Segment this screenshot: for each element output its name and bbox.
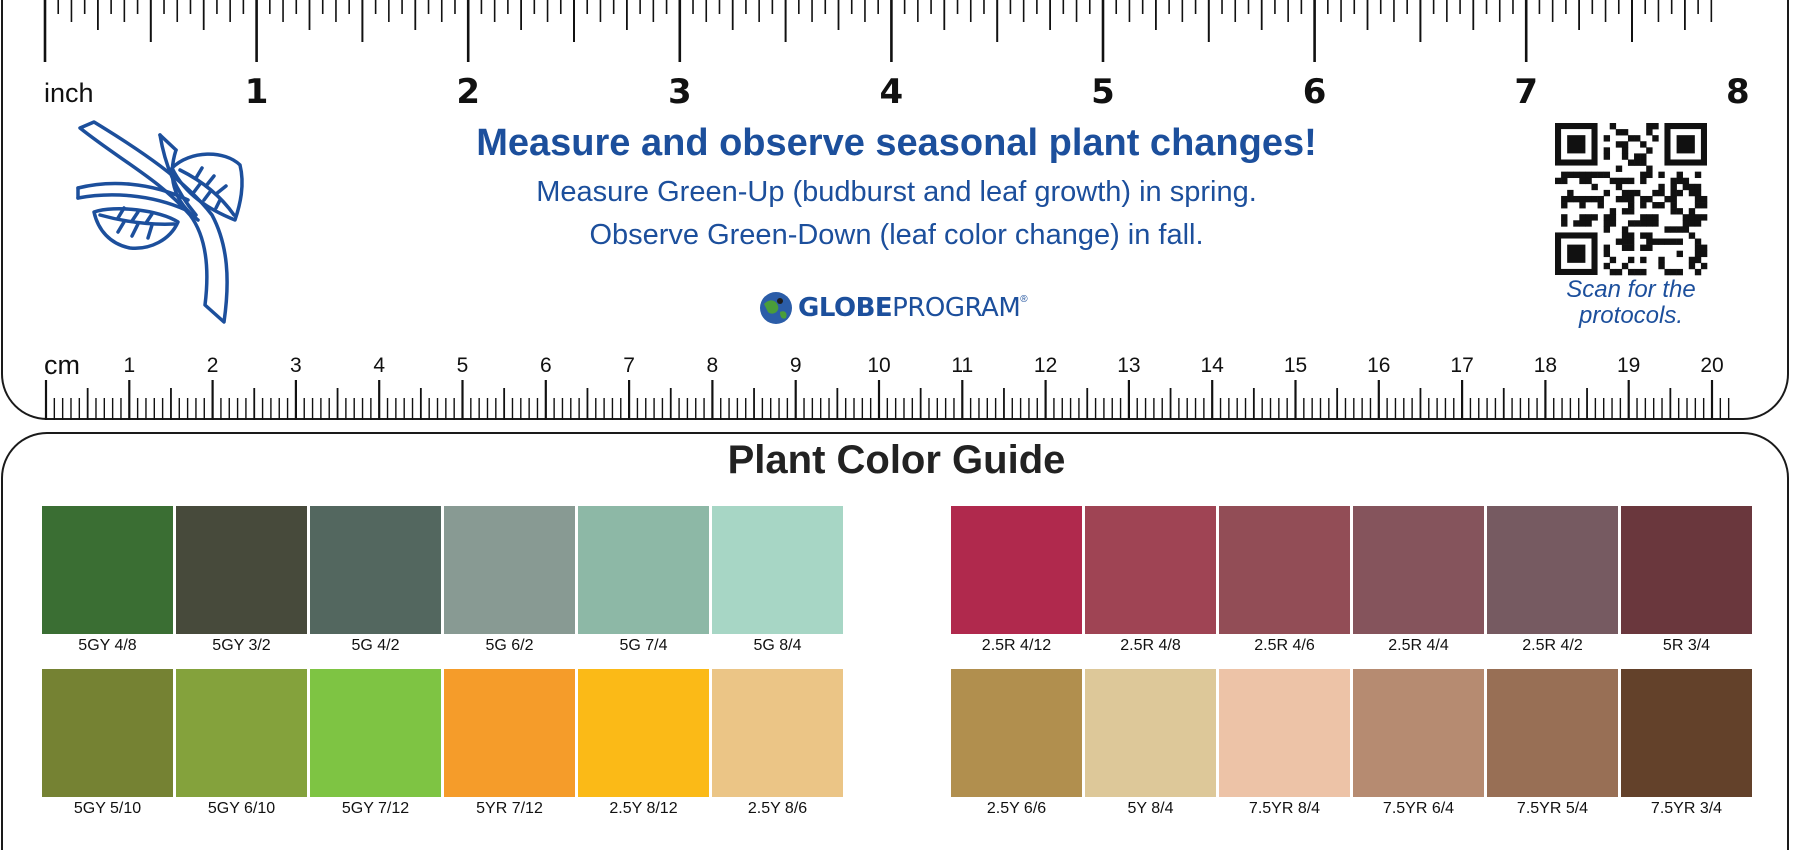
- color-swatch-label: 5R 3/4: [1662, 637, 1711, 654]
- cm-number: 5: [456, 354, 469, 377]
- color-swatch: [712, 506, 843, 634]
- color-swatch: [951, 669, 1082, 797]
- color-swatch: [712, 669, 843, 797]
- cm-number: 13: [1117, 354, 1141, 377]
- color-swatch: [310, 506, 441, 634]
- cm-number: 19: [1617, 354, 1641, 377]
- cm-number: 11: [951, 354, 974, 377]
- color-swatch: [1487, 506, 1618, 634]
- color-swatch-label: 7.5YR 3/4: [1650, 800, 1723, 817]
- color-swatch: [42, 669, 173, 797]
- headline-line-2: Observe Green-Down (leaf color change) i…: [589, 219, 1204, 251]
- color-swatch-label: 5G 7/4: [619, 637, 668, 654]
- globe-program-logo: GLOBE PROGRAM ®: [758, 290, 1028, 326]
- inch-number: 7: [1514, 72, 1539, 112]
- color-swatch-label: 5GY 7/12: [341, 800, 410, 817]
- color-swatch-label: 2.5Y 8/6: [747, 800, 808, 817]
- color-swatch-label: 7.5YR 6/4: [1382, 800, 1455, 817]
- qr-caption-line-2: protocols.: [1578, 302, 1684, 329]
- cm-number: 2: [206, 354, 219, 377]
- color-swatch-label: 5G 4/2: [351, 637, 400, 654]
- color-swatch: [1487, 669, 1618, 797]
- inch-unit-label: inch: [44, 78, 94, 108]
- color-swatch: [1085, 669, 1216, 797]
- color-guide-title: Plant Color Guide: [727, 438, 1066, 482]
- inch-number: 6: [1302, 72, 1327, 112]
- color-swatch: [1621, 669, 1752, 797]
- cm-number: 7: [623, 354, 635, 377]
- color-swatch: [444, 669, 575, 797]
- cm-number: 4: [373, 354, 386, 377]
- color-swatch-label: 5G 6/2: [485, 637, 534, 654]
- color-swatch: [42, 506, 173, 634]
- cm-number: 18: [1533, 354, 1558, 377]
- logo-text-bold: GLOBE: [798, 293, 893, 323]
- cm-unit-label: cm: [44, 350, 80, 380]
- inch-number: 4: [879, 72, 904, 112]
- cm-number: 12: [1033, 354, 1058, 377]
- color-swatch: [1219, 506, 1350, 634]
- inch-number: 5: [1091, 72, 1115, 112]
- color-swatch-label: 2.5Y 8/12: [609, 800, 678, 817]
- cm-number: 9: [789, 354, 802, 377]
- color-swatch: [1621, 506, 1752, 634]
- qr-code-icon[interactable]: [1555, 123, 1708, 276]
- color-swatch: [1353, 506, 1484, 634]
- headline-line-1: Measure Green-Up (budburst and leaf grow…: [536, 176, 1257, 208]
- cm-number: 1: [123, 354, 136, 377]
- color-swatch-label: 2.5R 4/12: [981, 637, 1052, 654]
- color-swatch: [1353, 669, 1484, 797]
- logo-registered-mark: ®: [1020, 294, 1028, 305]
- logo-text-rest: PROGRAM: [892, 293, 1021, 323]
- cm-number: 8: [706, 354, 719, 377]
- color-swatch: [176, 506, 307, 634]
- inch-number: 8: [1725, 72, 1750, 112]
- cm-number: 17: [1450, 354, 1474, 377]
- color-swatch-label: 5GY 5/10: [73, 800, 142, 817]
- inch-number: 3: [667, 72, 692, 112]
- color-swatch: [951, 506, 1082, 634]
- color-swatch-label: 5GY 3/2: [212, 637, 271, 654]
- color-swatch-label: 7.5YR 8/4: [1248, 800, 1321, 817]
- inch-number: 2: [456, 72, 481, 112]
- color-swatch-label: 5GY 6/10: [207, 800, 276, 817]
- ruler-card: [1, 0, 1789, 420]
- color-swatch-label: 7.5YR 5/4: [1516, 800, 1589, 817]
- color-swatch-label: 2.5R 4/4: [1388, 637, 1449, 654]
- cm-number: 14: [1200, 354, 1224, 377]
- color-swatch: [176, 669, 307, 797]
- color-swatch-label: 5YR 7/12: [476, 800, 543, 817]
- cm-number: 16: [1367, 354, 1391, 377]
- cm-number: 3: [290, 354, 302, 377]
- headline-title: Measure and observe seasonal plant chang…: [476, 122, 1317, 164]
- cm-number: 10: [867, 354, 891, 377]
- color-swatch-label: 2.5Y 6/6: [986, 800, 1047, 817]
- cm-tick-scale: [44, 380, 1730, 420]
- color-swatch-label: 2.5R 4/2: [1522, 637, 1583, 654]
- leafy-branch-icon: [76, 120, 244, 324]
- color-swatch-label: 2.5R 4/8: [1120, 637, 1181, 654]
- inch-tick-scale: [43, 0, 1713, 62]
- color-swatch-label: 5Y 8/4: [1127, 800, 1174, 817]
- color-swatch: [578, 506, 709, 634]
- qr-caption-line-1: Scan for the: [1566, 276, 1696, 303]
- color-swatch-label: 5GY 4/8: [78, 637, 137, 654]
- color-swatch: [1085, 506, 1216, 634]
- inch-number: 1: [244, 72, 269, 112]
- color-swatch-label: 2.5R 4/6: [1254, 637, 1315, 654]
- color-swatch-label: 5G 8/4: [753, 637, 802, 654]
- cm-number: 6: [539, 354, 552, 377]
- globe-icon: [760, 292, 792, 324]
- color-swatch: [578, 669, 709, 797]
- color-swatch: [444, 506, 575, 634]
- color-swatch: [1219, 669, 1350, 797]
- cm-number: 20: [1700, 354, 1724, 377]
- cm-number: 15: [1283, 354, 1308, 377]
- color-swatch: [310, 669, 441, 797]
